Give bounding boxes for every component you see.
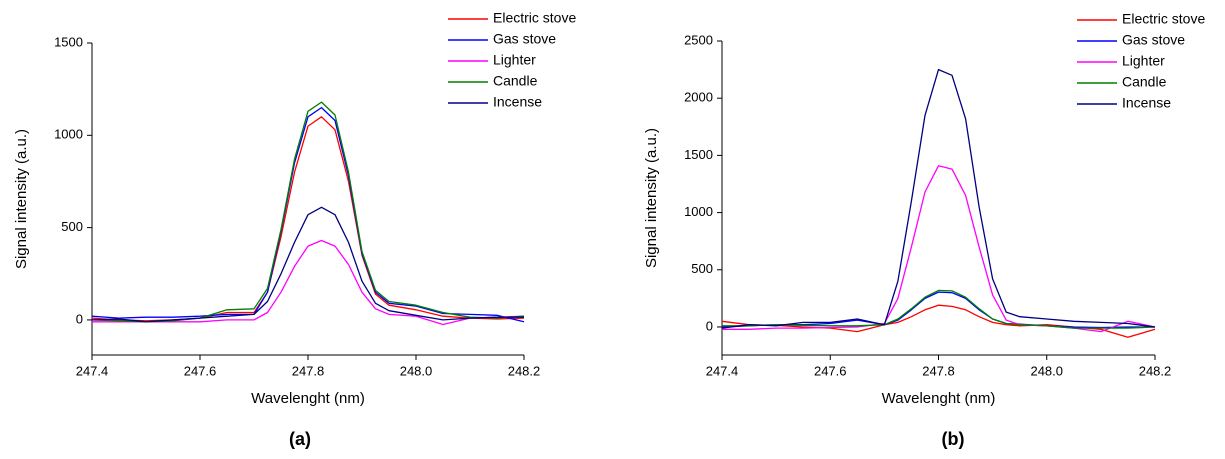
- legend-label: Candle: [493, 73, 538, 89]
- x-tick-label: 247.6: [184, 363, 217, 378]
- x-axis-title: Wavelenght (nm): [251, 390, 365, 407]
- legend-label: Gas stove: [1122, 32, 1185, 48]
- panel-label: (a): [289, 429, 311, 449]
- y-axis-title: Signal intensity (a.u.): [13, 129, 30, 269]
- x-tick-label: 247.8: [922, 363, 955, 378]
- x-tick-label: 247.6: [814, 363, 847, 378]
- y-axis-title: Signal intensity (a.u.): [643, 128, 660, 268]
- y-tick-label: 0: [706, 318, 713, 333]
- legend-label: Incense: [493, 94, 542, 110]
- x-tick-label: 248.2: [1139, 363, 1172, 378]
- series-line: [91, 101, 525, 323]
- series-line: [721, 68, 1156, 329]
- series-line: [91, 106, 525, 323]
- y-tick-label: 2500: [684, 32, 713, 47]
- y-tick-label: 1000: [684, 204, 713, 219]
- series-line: [91, 206, 524, 323]
- legend-label: Electric stove: [493, 10, 576, 26]
- y-tick-label: 1000: [54, 127, 83, 142]
- y-tick-label: 1500: [684, 147, 713, 162]
- y-tick-label: 1500: [54, 34, 83, 49]
- series-line: [92, 239, 525, 326]
- legend-label: Lighter: [493, 52, 536, 68]
- x-tick-label: 248.0: [1030, 363, 1063, 378]
- series-line: [91, 116, 525, 322]
- x-tick-label: 247.4: [706, 363, 739, 378]
- chart-panel: 0 500 1000 1500 2000 2500 247.4 247.6 247.8 248.0…: [643, 11, 1205, 449]
- x-tick-label: 248.2: [508, 363, 541, 378]
- x-tick-label: 248.0: [400, 363, 433, 378]
- chart-panel: 0 500 1000 1500 247.4 247.6 247.8 248.0 248.2 Wav…: [13, 10, 576, 449]
- x-axis-title: Wavelenght (nm): [882, 390, 996, 407]
- legend-label: Incense: [1122, 95, 1171, 111]
- legend-label: Electric stove: [1122, 11, 1205, 27]
- legend-label: Lighter: [1122, 53, 1165, 69]
- y-tick-label: 500: [61, 219, 83, 234]
- series-line: [722, 165, 1156, 333]
- y-tick-label: 0: [76, 311, 83, 326]
- series-line: [721, 304, 1156, 338]
- x-tick-label: 247.4: [76, 363, 109, 378]
- y-tick-label: 2000: [684, 90, 713, 105]
- legend-label: Gas stove: [493, 31, 556, 47]
- panel-label: (b): [942, 429, 965, 449]
- y-tick-label: 500: [691, 261, 713, 276]
- legend-label: Candle: [1122, 74, 1167, 90]
- series-line: [722, 289, 1156, 329]
- x-tick-label: 247.8: [292, 363, 325, 378]
